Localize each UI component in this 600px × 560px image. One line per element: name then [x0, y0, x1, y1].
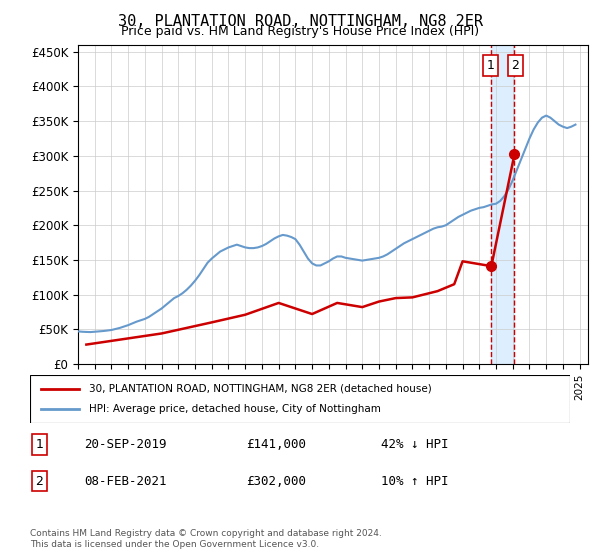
Text: 30, PLANTATION ROAD, NOTTINGHAM, NG8 2ER: 30, PLANTATION ROAD, NOTTINGHAM, NG8 2ER [118, 14, 482, 29]
Text: £141,000: £141,000 [246, 438, 306, 451]
Text: 1: 1 [35, 438, 43, 451]
Text: 10% ↑ HPI: 10% ↑ HPI [381, 475, 449, 488]
Text: 20-SEP-2019: 20-SEP-2019 [84, 438, 167, 451]
Bar [491, 45, 514, 364]
Text: £302,000: £302,000 [246, 475, 306, 488]
Text: HPI: Average price, detached house, City of Nottingham: HPI: Average price, detached house, City… [89, 404, 381, 414]
Text: 1: 1 [487, 59, 494, 72]
Text: 2: 2 [511, 59, 519, 72]
Text: Contains HM Land Registry data © Crown copyright and database right 2024.
This d: Contains HM Land Registry data © Crown c… [30, 529, 382, 549]
Text: Price paid vs. HM Land Registry's House Price Index (HPI): Price paid vs. HM Land Registry's House … [121, 25, 479, 38]
Text: 30, PLANTATION ROAD, NOTTINGHAM, NG8 2ER (detached house): 30, PLANTATION ROAD, NOTTINGHAM, NG8 2ER… [89, 384, 432, 394]
Text: 42% ↓ HPI: 42% ↓ HPI [381, 438, 449, 451]
FancyBboxPatch shape [30, 375, 570, 423]
Text: 2: 2 [35, 475, 43, 488]
Text: 08-FEB-2021: 08-FEB-2021 [84, 475, 167, 488]
